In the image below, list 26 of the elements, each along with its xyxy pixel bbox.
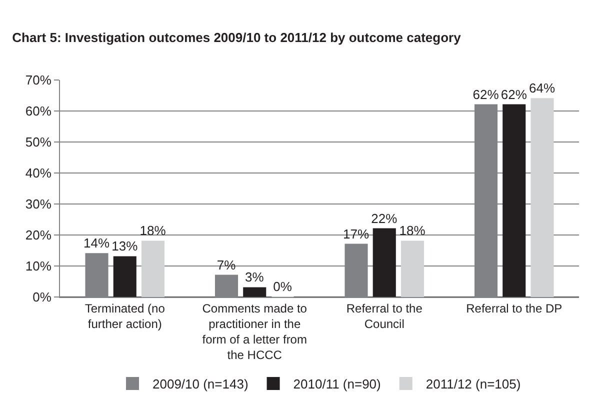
x-tick-label: Terminated (no further action) — [84, 301, 166, 331]
legend-label: 2011/12 (n=105) — [426, 376, 521, 392]
data-label: 18% — [140, 223, 166, 238]
chart-title: Chart 5: Investigation outcomes 2009/10 to 2011/12 by outcome category — [12, 30, 462, 45]
y-tick-label: 60% — [25, 104, 52, 119]
x-tick-label: Comments made to practitioner in the form of a letter from the HCCC — [202, 301, 308, 362]
y-tick-label: 30% — [25, 196, 52, 212]
y-tick-label: 20% — [25, 228, 52, 243]
data-label: 64% — [529, 80, 556, 96]
y-tick-label: 70% — [25, 72, 52, 88]
y-tick-label: 10% — [25, 258, 52, 274]
legend-label: 2009/10 (n=143) — [152, 376, 248, 392]
data-label: 14% — [84, 236, 110, 251]
data-label: 0% — [273, 279, 292, 294]
y-tick-label: 50% — [25, 134, 52, 150]
data-label: 62% — [472, 86, 500, 102]
data-label: 62% — [500, 86, 528, 102]
data-label: 13% — [112, 238, 138, 254]
x-tick-label: Referral to the Council — [346, 301, 423, 331]
x-tick-label: Referral to the DP — [466, 301, 562, 316]
y-tick-label: 40% — [25, 166, 52, 181]
data-label: 18% — [399, 223, 426, 238]
data-label: 3% — [245, 270, 264, 285]
legend-label: 2010/11 (n=90) — [293, 376, 381, 392]
y-tick-label: 0% — [32, 290, 52, 305]
data-label: 22% — [371, 210, 398, 226]
